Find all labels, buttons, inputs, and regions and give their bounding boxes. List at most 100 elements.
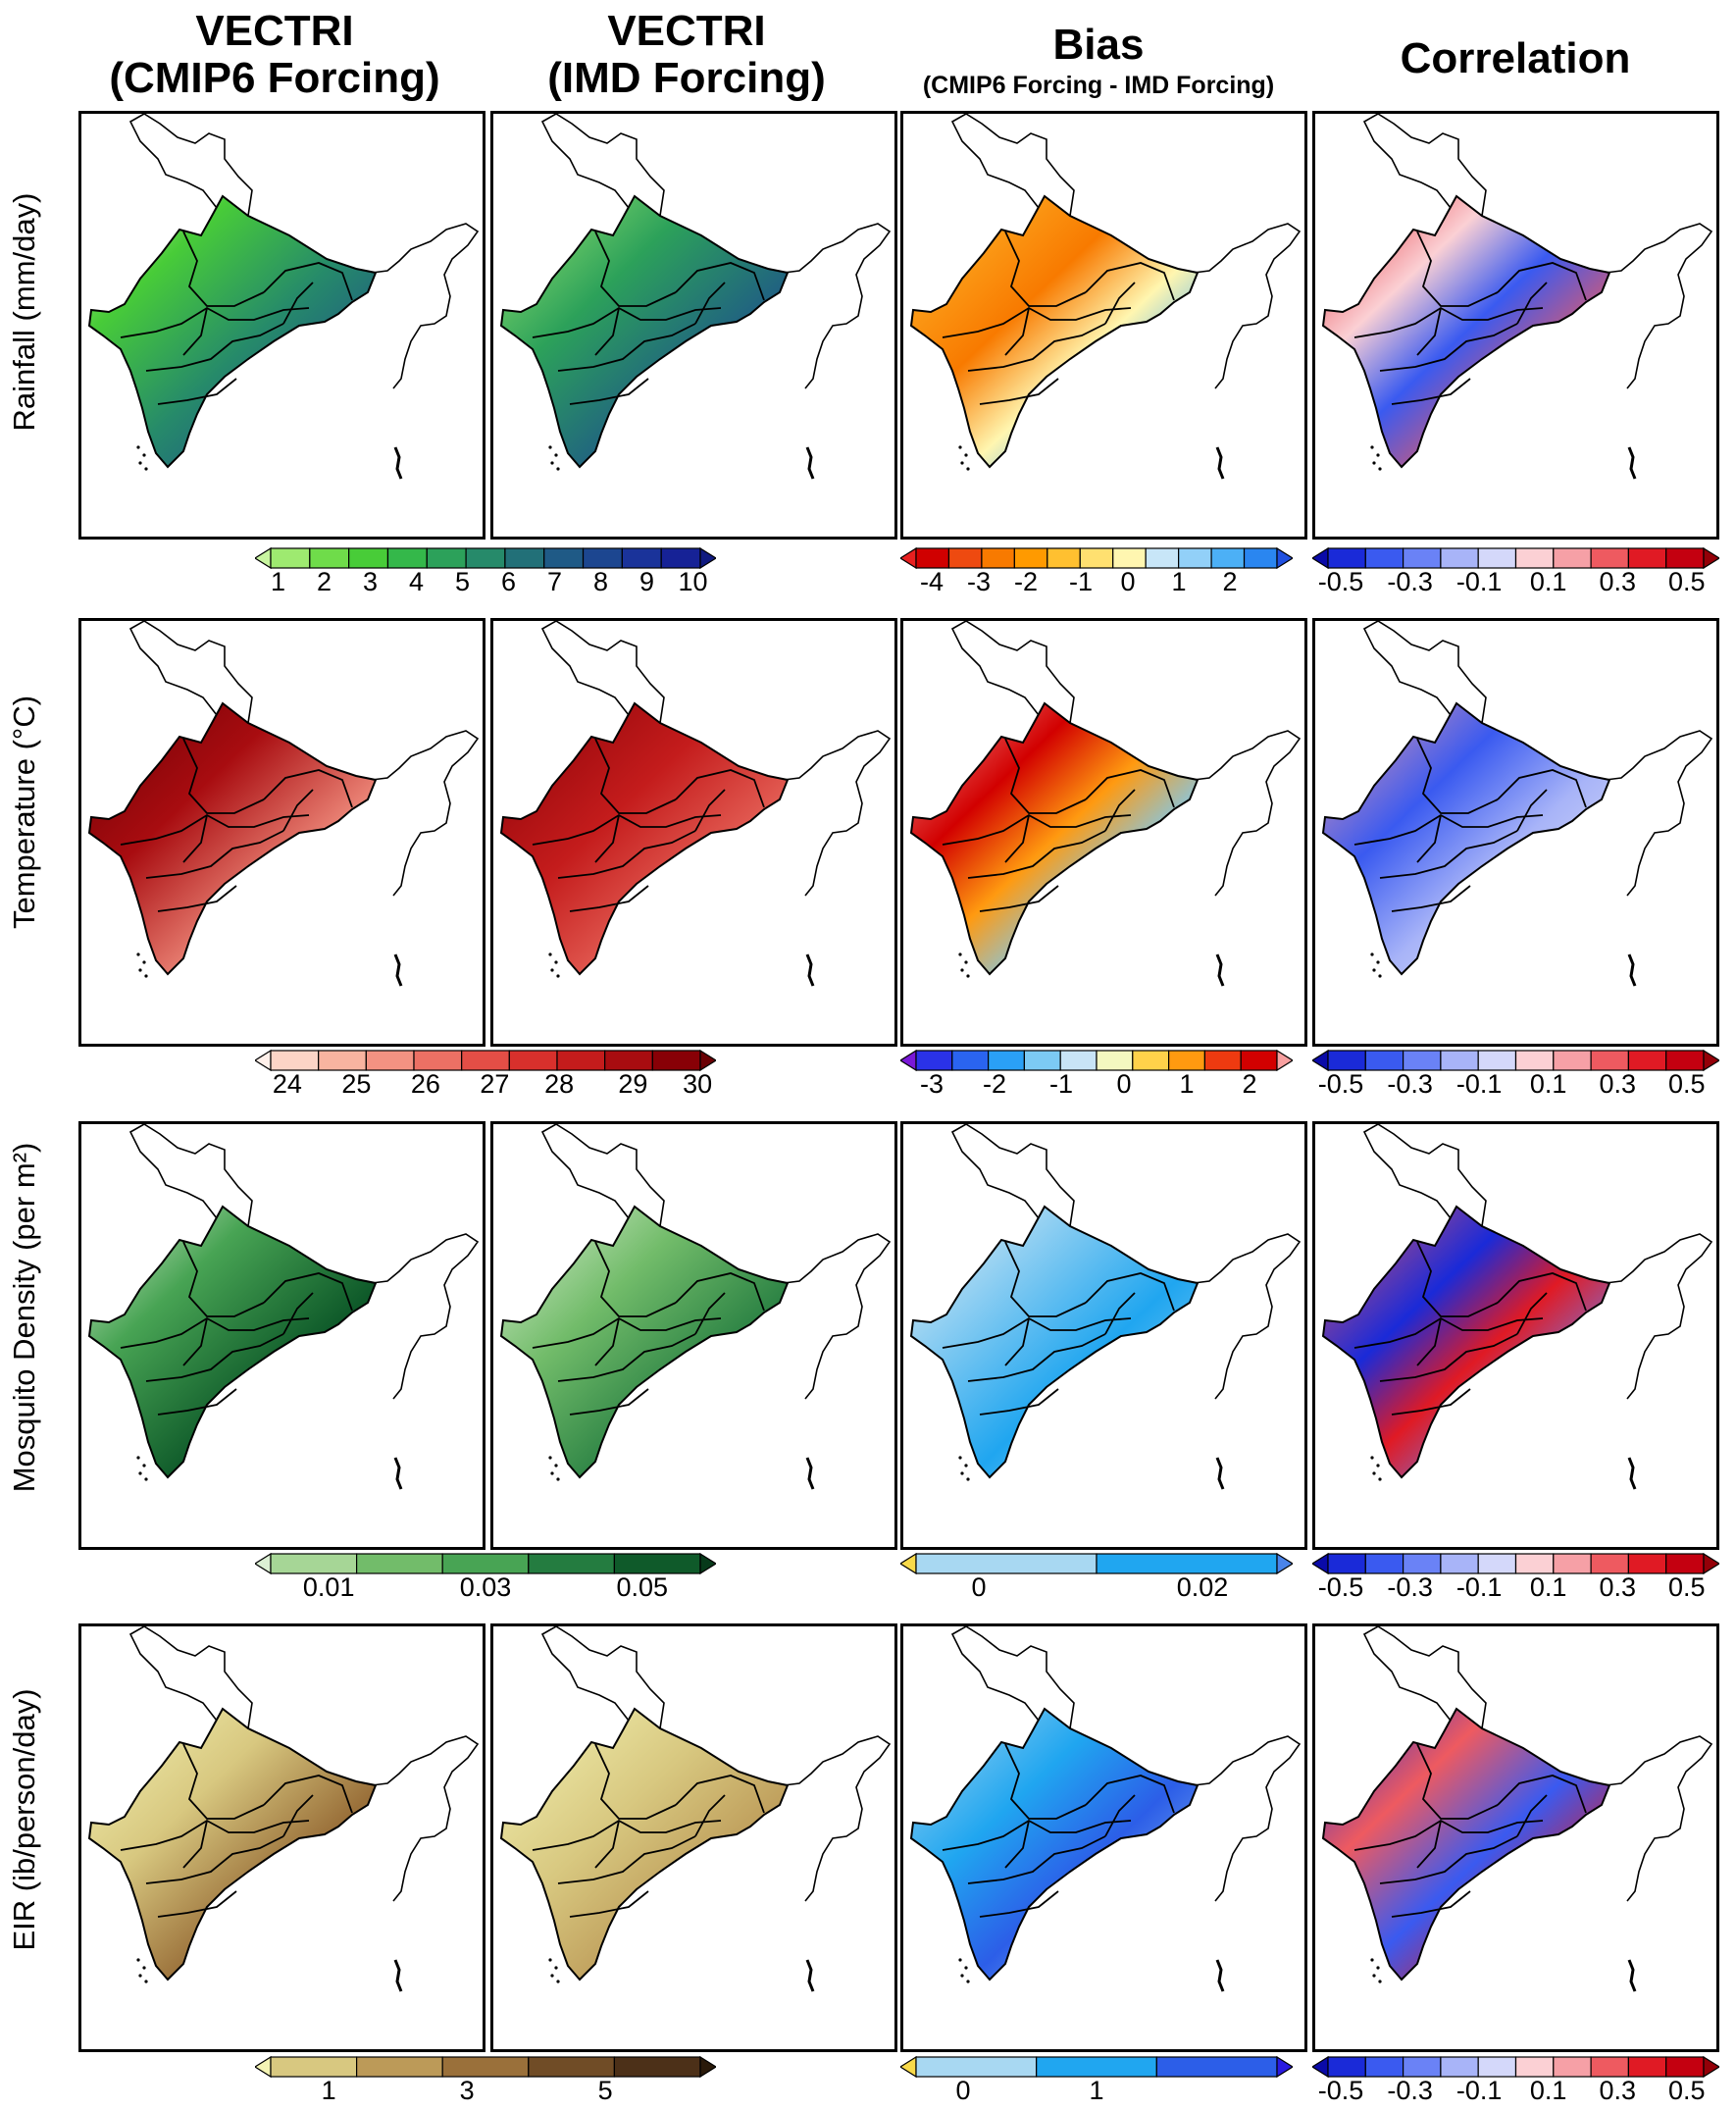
colorbar-tick-label: 0.1 [1529,2076,1567,2105]
india-map [1321,1626,1713,1992]
colorbar-tick-label: -0.1 [1455,2076,1503,2105]
colorbar-tick-label: 8 [592,567,609,596]
colorbar-tick-label: -0.5 [1317,567,1364,596]
map-panel-rainfall-imd [490,111,897,540]
colorbar-tick-label: 0.3 [1599,2076,1637,2105]
colorbar-eir: 1 3 5 [255,2056,716,2105]
colorbar-mosq-bias: 0 0.02 [900,1553,1293,1602]
colorbar-corr-2: -0.5 -0.3 -0.1 0.1 0.3 0.5 [1312,1050,1719,1099]
colorbar-tick-label: -0.1 [1455,567,1503,596]
map-panel-mosquito-imd [490,1121,897,1550]
colorbar-tick-label: -0.1 [1455,1572,1503,1602]
colorbar-tick-label: -1 [1068,567,1094,596]
india-map [499,114,892,480]
colorbar-tick-label: 30 [683,1069,713,1099]
colorbar-tick-label: -0.5 [1317,1069,1364,1099]
map-panel-rainfall-correlation [1312,111,1719,540]
colorbar-tick-label: 0 [971,1572,987,1602]
colorbar-tick-label: 2 [1242,1069,1257,1099]
map-panel-eir-bias [900,1623,1307,2052]
india-map [87,621,480,987]
colorbar-rain-bias: -4 -3 -2 -1 0 1 2 [900,547,1293,596]
colorbar-tick-label: 28 [544,1069,575,1099]
india-map [87,1124,480,1490]
colorbar-tick-label: 25 [341,1069,372,1099]
colorbar-corr-1: -0.5 -0.3 -0.1 0.1 0.3 0.5 [1312,547,1719,596]
map-panel-temperature-bias [900,618,1307,1047]
colorbar-tick-label: -0.3 [1387,2076,1433,2105]
colorbar-tick-label: 1 [1171,567,1187,596]
india-map [499,1124,892,1490]
colorbar-tick-label: -3 [919,1069,945,1099]
colorbar-tick-label: 0.05 [616,1572,669,1602]
column-title-correlation: Correlation [1400,34,1631,82]
colorbar-tick-label: 0.3 [1599,1069,1637,1099]
colorbar-tick-label: 4 [408,567,425,596]
colorbar-tick-label: 9 [638,567,655,596]
colorbar-tick-label: 3 [362,567,379,596]
colorbar-tick-label: 6 [500,567,517,596]
colorbar-tick-label: 0.1 [1529,567,1567,596]
india-map [909,621,1302,987]
map-panel-rainfall-bias [900,111,1307,540]
colorbar-tick-label: 0 [1120,567,1136,596]
colorbar-tick-label: 0.5 [1668,1572,1706,1602]
colorbar-tick-label: 2 [316,567,332,596]
colorbar-tick-label: 10 [678,567,708,596]
colorbar-mosq: 0.01 0.03 0.05 [255,1553,716,1602]
map-panel-eir-cmip6 [78,1623,485,2052]
column-title-cmip6: VECTRI (CMIP6 Forcing) [109,7,440,102]
colorbar-tick-label: 0.5 [1668,1069,1706,1099]
map-panel-mosquito-cmip6 [78,1121,485,1550]
india-map [499,621,892,987]
colorbar-corr-3: -0.5 -0.3 -0.1 0.1 0.3 0.5 [1312,1553,1719,1602]
colorbar-corr-4: -0.5 -0.3 -0.1 0.1 0.3 0.5 [1312,2056,1719,2105]
colorbar-tick-label: 27 [480,1069,510,1099]
colorbar-tick-label: 5 [454,567,471,596]
colorbar-tick-label: 2 [1222,567,1238,596]
colorbar-tick-label: 0.5 [1668,2076,1706,2105]
colorbar-tick-label: 0.5 [1668,567,1706,596]
colorbar-tick-label: 7 [546,567,563,596]
colorbar-tick-label: 0.02 [1176,1572,1229,1602]
colorbar-tick-label: -3 [966,567,992,596]
map-panel-temperature-cmip6 [78,618,485,1047]
colorbar-tick-label: 26 [410,1069,440,1099]
map-panel-mosquito-correlation [1312,1121,1719,1550]
colorbar-tick-label: -0.5 [1317,1572,1364,1602]
column-title-imd: VECTRI (IMD Forcing) [547,7,826,102]
colorbar-tick-label: 0 [955,2076,971,2105]
colorbar-tick-label: 29 [618,1069,648,1099]
colorbar-temp-bias: -3 -2 -1 0 1 2 [900,1050,1293,1099]
colorbar-tick-label: 1 [270,567,286,596]
colorbar-tick-label: -1 [1048,1069,1074,1099]
colorbar-tick-label: 1 [321,2076,336,2105]
colorbar-tick-label: -0.3 [1387,1069,1433,1099]
india-map [909,114,1302,480]
map-panel-temperature-imd [490,618,897,1047]
india-map [87,1626,480,1992]
row-label-temperature: Temperature (°C) [7,695,41,930]
india-map [909,1626,1302,1992]
colorbar-tick-label: 0.01 [302,1572,355,1602]
map-panel-eir-correlation [1312,1623,1719,2052]
colorbar-tick-label: 24 [272,1069,302,1099]
row-label-rainfall: Rainfall (mm/day) [7,192,41,432]
colorbar-tick-label: 5 [597,2076,613,2105]
colorbar-tick-label: 3 [459,2076,475,2105]
colorbar-rain: 1 2 3 4 5 6 7 8 9 10 [255,547,716,596]
colorbar-tick-label: 0.3 [1599,567,1637,596]
colorbar-tick-label: 0.1 [1529,1069,1567,1099]
colorbar-tick-label: 0 [1116,1069,1132,1099]
india-map [1321,1124,1713,1490]
colorbar-tick-label: 0.1 [1529,1572,1567,1602]
map-panel-eir-imd [490,1623,897,2052]
india-map [1321,114,1713,480]
india-map [499,1626,892,1992]
map-panel-temperature-correlation [1312,618,1719,1047]
colorbar-tick-label: -0.5 [1317,2076,1364,2105]
colorbar-tick-label: 0.3 [1599,1572,1637,1602]
colorbar-tick-label: -0.3 [1387,1572,1433,1602]
india-map [1321,621,1713,987]
